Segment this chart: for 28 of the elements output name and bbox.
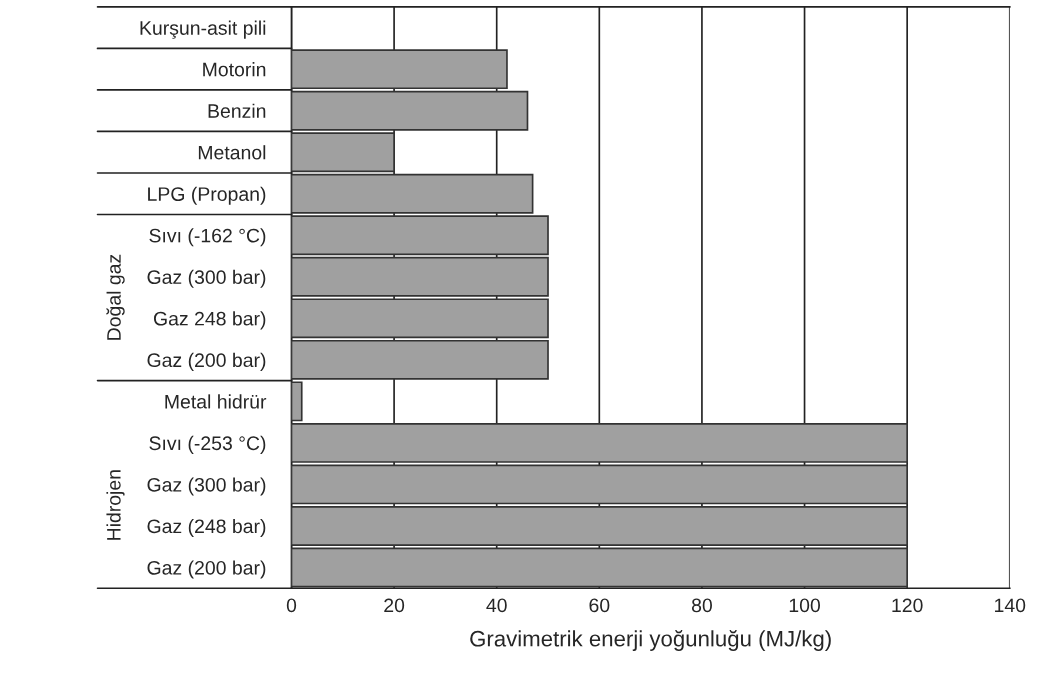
y-tick-label: Sıvı (-162 °C) (149, 228, 266, 247)
x-tick-label: 0 (286, 598, 297, 613)
y-tick-label: Gaz (248 bar) (147, 518, 266, 538)
x-tick-label: 60 (589, 598, 610, 613)
x-axis-title: Gravimetrik enerji yoğunluğu (MJ/kg) (470, 629, 831, 651)
y-tick-label: LPG (Propan) (148, 186, 266, 205)
bar (291, 49, 508, 90)
y-tick-label: Sıvı (-253 °C) (149, 435, 266, 454)
y-tick-label: Metanol (198, 145, 266, 160)
x-tick-label: 40 (486, 598, 507, 613)
y-tick-label: Motorin (203, 62, 266, 77)
y-tick-label: Gaz 248 bar) (153, 311, 266, 330)
bar (291, 506, 908, 546)
text: Doğal gaz (106, 254, 125, 340)
y-tick-label: Gaz (300 bar) (147, 269, 266, 288)
x-tick-label: 20 (384, 598, 405, 613)
bar (291, 547, 908, 588)
x-tick-label: 120 (892, 598, 923, 613)
y-tick-label: Metal hidrür (165, 394, 267, 409)
x-tick-label: 100 (789, 598, 821, 613)
x-tick-label: 80 (691, 598, 712, 613)
text: Hidrojen (106, 470, 125, 540)
y-tick-label: Kurşun-asit pili (140, 20, 266, 39)
y-tick-label: Gaz (300 bar) (147, 477, 266, 496)
y-tick-label: Gaz (200 bar) (147, 352, 266, 371)
y-tick-label: Benzin (208, 103, 266, 118)
x-tick-label: 140 (995, 598, 1026, 613)
y-tick-label: Gaz (200 bar) (147, 560, 266, 579)
